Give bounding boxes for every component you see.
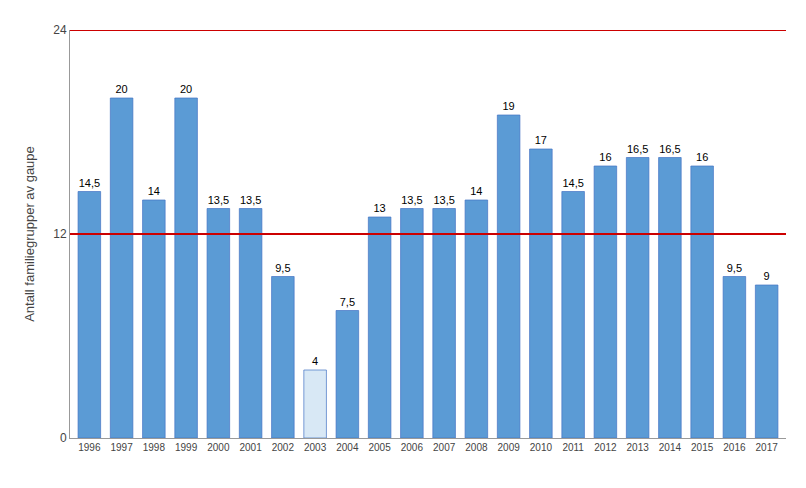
svg-text:2017: 2017 (756, 442, 779, 453)
svg-text:2001: 2001 (239, 442, 262, 453)
svg-text:2008: 2008 (465, 442, 488, 453)
svg-text:2009: 2009 (498, 442, 521, 453)
svg-text:13: 13 (373, 202, 385, 214)
svg-text:9: 9 (764, 270, 770, 282)
svg-text:24: 24 (53, 23, 67, 37)
svg-text:9,5: 9,5 (275, 262, 290, 274)
svg-text:2010: 2010 (530, 442, 553, 453)
svg-text:2000: 2000 (207, 442, 230, 453)
svg-text:20: 20 (115, 83, 127, 95)
svg-text:2011: 2011 (562, 442, 584, 453)
svg-text:2005: 2005 (368, 442, 391, 453)
svg-text:13,5: 13,5 (208, 194, 229, 206)
svg-text:7,5: 7,5 (340, 296, 355, 308)
svg-text:16,5: 16,5 (659, 143, 680, 155)
svg-text:12: 12 (53, 227, 67, 241)
svg-text:2007: 2007 (433, 442, 456, 453)
svg-text:17: 17 (535, 134, 547, 146)
svg-text:1998: 1998 (143, 442, 166, 453)
svg-text:1999: 1999 (175, 442, 198, 453)
svg-text:20: 20 (180, 83, 192, 95)
svg-text:16,5: 16,5 (627, 143, 648, 155)
svg-text:13,5: 13,5 (433, 194, 454, 206)
svg-text:13,5: 13,5 (240, 194, 261, 206)
svg-text:2002: 2002 (272, 442, 295, 453)
svg-text:2006: 2006 (401, 442, 424, 453)
svg-text:14,5: 14,5 (79, 177, 100, 189)
svg-text:2012: 2012 (594, 442, 617, 453)
svg-text:Antall familiegrupper av gaupe: Antall familiegrupper av gaupe (22, 146, 37, 322)
svg-text:16: 16 (599, 151, 611, 163)
svg-text:0: 0 (60, 431, 67, 445)
svg-text:1996: 1996 (78, 442, 101, 453)
svg-text:14: 14 (148, 185, 160, 197)
svg-text:16: 16 (696, 151, 708, 163)
svg-text:9,5: 9,5 (727, 262, 742, 274)
svg-text:2013: 2013 (627, 442, 650, 453)
svg-text:2004: 2004 (336, 442, 359, 453)
svg-text:13,5: 13,5 (401, 194, 422, 206)
svg-text:4: 4 (312, 355, 318, 367)
svg-text:14: 14 (470, 185, 482, 197)
svg-text:1997: 1997 (110, 442, 133, 453)
svg-text:2003: 2003 (304, 442, 327, 453)
svg-text:2014: 2014 (659, 442, 682, 453)
svg-text:2015: 2015 (691, 442, 714, 453)
svg-text:14,5: 14,5 (562, 177, 583, 189)
svg-text:19: 19 (503, 100, 515, 112)
svg-text:2016: 2016 (723, 442, 746, 453)
